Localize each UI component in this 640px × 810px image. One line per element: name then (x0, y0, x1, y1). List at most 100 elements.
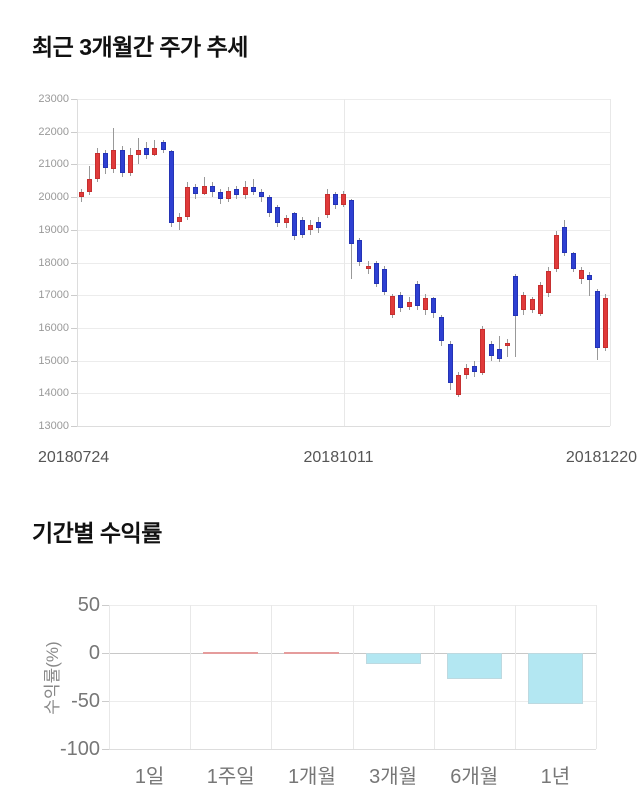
y-tick-mark (71, 164, 77, 166)
candle-down (373, 262, 379, 285)
candle-up (521, 295, 527, 311)
candle-down (382, 269, 387, 292)
candle-up (423, 298, 428, 310)
candle-up (554, 235, 560, 270)
candle-up (365, 265, 371, 270)
candle-up (324, 194, 330, 216)
candle-down (267, 197, 273, 214)
gridline-v (433, 605, 435, 749)
candle-up (152, 148, 158, 155)
y-tick-label: 15000 (38, 354, 69, 367)
y-tick-label: 16000 (38, 321, 69, 334)
candle-down (349, 200, 355, 245)
y-tick-mark (71, 393, 77, 395)
y-tick-mark (71, 262, 77, 264)
candle-up (95, 152, 100, 180)
price-chart-title: 최근 3개월간 주가 추세 (32, 34, 248, 60)
candle-down (275, 206, 281, 224)
candle-down (595, 291, 601, 349)
gridline-v (343, 99, 345, 426)
candle-wick (179, 213, 180, 230)
candle-down (209, 185, 215, 193)
candle-up (86, 179, 92, 193)
gridline-v (514, 605, 516, 749)
candle-down (291, 213, 297, 237)
candle-up (177, 216, 182, 222)
candle-down (488, 344, 494, 357)
y-tick-mark (102, 701, 109, 702)
candle-up (226, 190, 232, 199)
y-tick-mark (71, 197, 77, 199)
y-tick-mark (102, 653, 109, 654)
candle-down (218, 192, 223, 199)
candle-up (201, 185, 207, 194)
candle-up (78, 192, 84, 198)
candle-up (136, 149, 141, 155)
candle-down (472, 365, 478, 373)
candle-down (119, 149, 125, 173)
candle-up (406, 301, 412, 307)
y-tick-mark (71, 327, 77, 329)
y-tick-mark (71, 229, 77, 231)
y-tick-label: -100 (59, 738, 100, 760)
return-bar (527, 653, 583, 704)
candle-down (513, 275, 519, 317)
period-returns-bar-chart: 50 0 -50 -100 1일 1주일 1개월 3개월 6개월 1년 (0, 480, 640, 810)
candle-up (127, 154, 133, 173)
candle-down (144, 148, 150, 155)
category-label: 6개월 (450, 766, 499, 788)
candle-down (431, 298, 437, 314)
gridline-v (109, 605, 110, 749)
candle-down (300, 219, 305, 235)
candle-down (168, 151, 174, 224)
candle-down (496, 349, 502, 359)
returns-chart-title: 기간별 수익률 (32, 520, 162, 546)
category-label: 1년 (540, 766, 571, 788)
y-tick-mark (71, 295, 77, 297)
y-tick-label: 21000 (38, 158, 69, 171)
gridline-v (190, 605, 192, 749)
candle-down (357, 240, 363, 263)
candle-up (341, 194, 346, 205)
gridline-v (596, 605, 597, 749)
y-tick-label: 0 (88, 642, 100, 664)
candle-up (308, 224, 314, 230)
candle-down (332, 194, 338, 206)
y-tick-mark (71, 360, 77, 362)
candle-up (283, 218, 289, 224)
y-tick-mark (102, 605, 109, 606)
candle-down (234, 188, 240, 196)
candle-up (390, 296, 396, 315)
y-tick-label: 17000 (38, 289, 69, 302)
candle-up (603, 298, 609, 349)
candle-down (250, 187, 256, 193)
candle-up (537, 284, 543, 314)
candle-up (242, 187, 248, 196)
candle-down (259, 192, 264, 198)
category-label: 1개월 (287, 766, 336, 788)
gridline-h (109, 749, 596, 750)
candle-wick (498, 336, 500, 363)
y-tick-mark (71, 99, 77, 100)
y-tick-label: 50 (77, 594, 100, 616)
x-axis-label: 20181220 (565, 449, 637, 466)
y-tick-mark (71, 131, 77, 133)
candle-up (529, 299, 535, 310)
candle-up (455, 375, 461, 395)
y-axis-line (77, 99, 78, 426)
candle-down (160, 141, 166, 150)
candle-up (546, 270, 551, 294)
y-tick-label: 20000 (38, 191, 69, 204)
candle-down (316, 221, 322, 229)
y-tick-label: 23000 (38, 93, 69, 105)
candle-down (447, 344, 453, 384)
category-label: 1주일 (206, 766, 255, 788)
gridline-v (610, 99, 611, 426)
return-bar (365, 653, 421, 664)
return-bar (203, 651, 259, 654)
candle-down (398, 295, 404, 309)
candle-up (185, 187, 191, 217)
return-bar (284, 651, 340, 654)
x-axis-label: 20180724 (38, 449, 110, 466)
